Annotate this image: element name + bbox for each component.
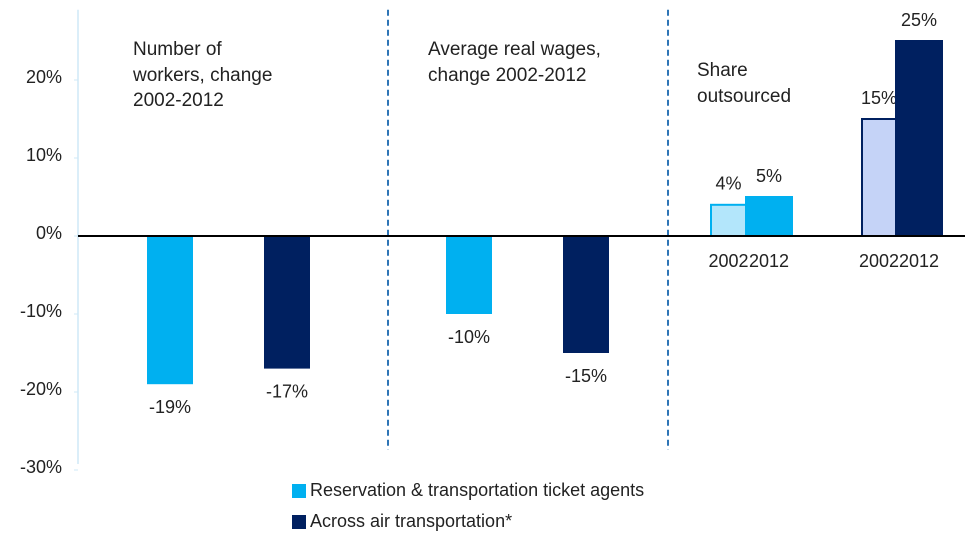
y-tick-label: 20%: [26, 67, 62, 87]
bar: [745, 196, 793, 237]
value-label: -17%: [266, 381, 308, 401]
value-label: -15%: [565, 366, 607, 386]
value-label: -19%: [149, 397, 191, 417]
y-tick-label: -10%: [20, 301, 62, 321]
bar: [446, 236, 492, 314]
panel-title: Share outsourced: [697, 60, 792, 107]
legend-label: Across air transportation*: [310, 511, 512, 531]
x-tick-label: 2012: [749, 251, 789, 271]
legend-swatch: [292, 515, 306, 529]
value-label: -10%: [448, 327, 490, 347]
panel-title: Average real wages, change 2002-2012: [428, 39, 601, 86]
panel-title: Number of workers, change 2002-2012: [133, 39, 273, 111]
x-tick-label: 2002: [859, 251, 899, 271]
bar: [264, 236, 310, 369]
y-tick-label: -30%: [20, 457, 62, 477]
value-label: 4%: [715, 174, 741, 194]
bar: [563, 236, 609, 353]
value-label: 5%: [756, 166, 782, 186]
bar: [861, 118, 897, 237]
value-label: 15%: [861, 88, 897, 108]
legend-swatch: [292, 484, 306, 498]
y-tick-label: 0%: [36, 223, 62, 243]
y-tick-label: -20%: [20, 379, 62, 399]
x-tick-label: 2012: [899, 251, 939, 271]
bar: [710, 203, 747, 238]
y-tick-label: 10%: [26, 145, 62, 165]
legend-label: Reservation & transportation ticket agen…: [310, 480, 644, 500]
x-tick-label: 2002: [708, 251, 748, 271]
bar: [895, 40, 943, 237]
value-label: 25%: [901, 10, 937, 30]
bar: [147, 236, 193, 385]
